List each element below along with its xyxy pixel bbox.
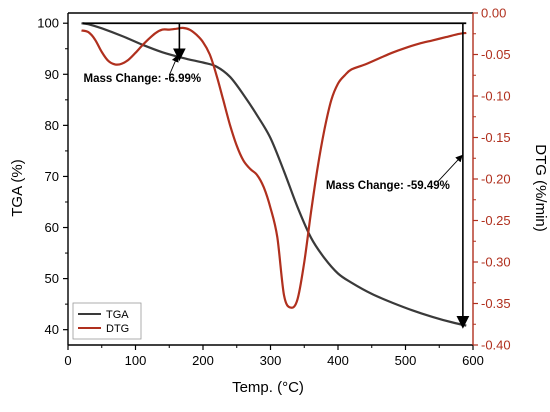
y-right-tick-label: -0.20 bbox=[481, 172, 511, 187]
legend-label-tga: TGA bbox=[106, 309, 129, 321]
y-left-tick-label: 80 bbox=[45, 118, 59, 133]
y-right-tick-label: -0.40 bbox=[481, 338, 511, 353]
x-tick-label: 200 bbox=[192, 353, 214, 368]
y-right-tick-label: -0.25 bbox=[481, 213, 511, 228]
y-right-tick-label: -0.35 bbox=[481, 296, 511, 311]
y-right-tick-label: -0.05 bbox=[481, 47, 511, 62]
y-left-tick-label: 100 bbox=[37, 16, 59, 31]
x-tick-label: 100 bbox=[125, 353, 147, 368]
series-line-tga bbox=[81, 22, 467, 327]
mass-change-label-1: Mass Change: -6.99% bbox=[84, 73, 202, 85]
x-tick-label: 500 bbox=[395, 353, 417, 368]
y-left-tick-label: 40 bbox=[45, 322, 59, 337]
x-axis-title: Temp. (°C) bbox=[232, 379, 304, 396]
mass-change-label-2: Mass Change: -59.49% bbox=[326, 180, 450, 192]
y-left-tick-label: 60 bbox=[45, 220, 59, 235]
label-pointer-2 bbox=[437, 154, 463, 182]
series-line-dtg bbox=[81, 26, 467, 309]
y-left-tick-label: 90 bbox=[45, 67, 59, 82]
x-tick-label: 600 bbox=[462, 353, 484, 368]
y-axis-left-title: TGA (%) bbox=[9, 159, 26, 217]
legend-label-dtg: DTG bbox=[106, 323, 129, 335]
y-axis-right-title: DTG (%/min) bbox=[532, 144, 549, 232]
y-right-tick-label: -0.10 bbox=[481, 89, 511, 104]
y-left-tick-label: 50 bbox=[45, 271, 59, 286]
x-tick-label: 300 bbox=[260, 353, 282, 368]
y-right-tick-label: 0.00 bbox=[481, 6, 506, 21]
x-tick-label: 0 bbox=[64, 353, 71, 368]
y-right-tick-label: -0.15 bbox=[481, 130, 511, 145]
y-left-tick-label: 70 bbox=[45, 169, 59, 184]
x-tick-label: 400 bbox=[327, 353, 349, 368]
y-right-tick-label: -0.30 bbox=[481, 255, 511, 270]
label-pointer-1 bbox=[168, 54, 179, 76]
legend-box bbox=[72, 302, 142, 340]
